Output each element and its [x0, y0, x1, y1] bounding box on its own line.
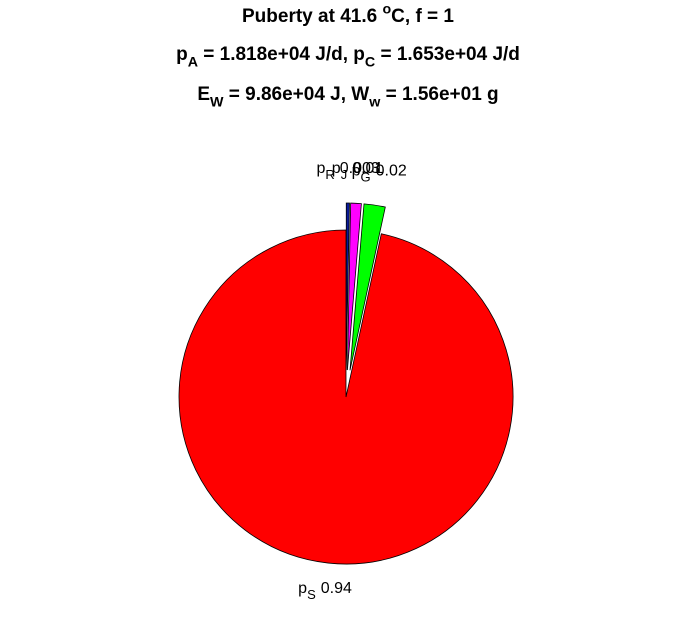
label-subscript: J [341, 167, 348, 182]
text-part: C, f = 1 [391, 6, 454, 27]
subscript: A [188, 55, 198, 71]
label-subscript: R [325, 167, 334, 182]
label-name: p [352, 162, 361, 179]
label-name: p [316, 160, 325, 177]
supscript: o [382, 1, 391, 17]
subscript: C [365, 55, 375, 71]
subscript: w [368, 95, 381, 111]
chart-title: Puberty at 41.6 oC, f = 1 [242, 1, 454, 27]
slice-label: pR 0.003 [316, 160, 379, 182]
text-part: E [197, 84, 210, 105]
text-part: p [176, 44, 188, 65]
chart-title: pA = 1.818e+04 J/d, pC = 1.653e+04 J/d [176, 44, 520, 71]
label-value: 0.01 [352, 160, 383, 177]
pie-slice [345, 202, 350, 371]
pie-slice [349, 203, 386, 371]
text-part: = 1.653e+04 J/d [375, 44, 520, 65]
text-part: Puberty at 41.6 [242, 6, 382, 27]
label-name: p [332, 160, 341, 177]
slice-label: pJ 0.01 [332, 160, 384, 182]
label-value: 0.003 [340, 160, 380, 177]
chart-title: EW = 9.86e+04 J, Ww = 1.56e+01 g [197, 84, 498, 111]
text-part: = 1.56e+01 g [380, 84, 498, 105]
text-part: = 1.818e+04 J/d, p [198, 44, 365, 65]
label-subscript: G [360, 169, 370, 184]
slice-label: pG 0.02 [352, 162, 407, 184]
subscript: W [210, 95, 224, 111]
slice-label: pS 0.94 [298, 580, 352, 602]
label-value: 0.94 [321, 580, 352, 597]
pie-slice [346, 202, 362, 371]
label-subscript: S [307, 587, 316, 602]
label-value: 0.02 [376, 162, 407, 179]
pie-slice [178, 229, 514, 565]
label-name: p [298, 580, 307, 597]
text-part: = 9.86e+04 J, W [223, 84, 369, 105]
